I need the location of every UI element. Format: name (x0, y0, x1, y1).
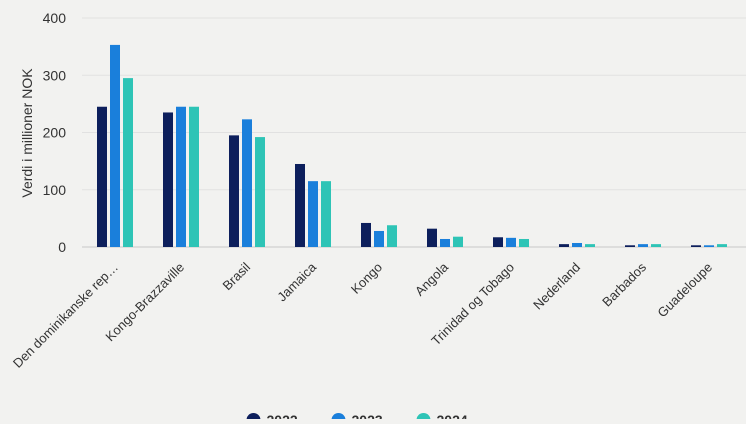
legend-label: 2023 (352, 412, 383, 419)
bar-2022 (163, 112, 173, 248)
bars (97, 44, 727, 248)
bar-2024 (123, 78, 133, 247)
x-category-label: Nederland (530, 260, 583, 313)
y-axis-title: Verdi i millioner NOK (19, 68, 35, 198)
bar-2023 (638, 244, 648, 247)
bar-2024 (189, 106, 199, 247)
y-tick-label: 300 (43, 67, 67, 83)
bar-2024 (519, 238, 529, 247)
y-axis-ticks: 0 100 200 300 400 (43, 10, 67, 255)
bar-2024 (321, 181, 331, 247)
bar-2022 (295, 163, 305, 247)
bar-2024 (585, 244, 595, 247)
y-tick-label: 200 (43, 125, 67, 141)
bar-2022 (97, 106, 107, 247)
bar-2022 (691, 245, 701, 247)
x-category-label: Barbados (599, 259, 649, 309)
bar-2022 (493, 237, 503, 247)
x-category-label: Jamaica (274, 259, 319, 304)
legend: 2022 2023 2024 (246, 412, 468, 424)
legend-marker (331, 413, 346, 424)
legend-label: 2022 (267, 412, 298, 419)
bar-2024 (453, 236, 463, 247)
bar-2022 (559, 244, 569, 247)
bar-2023 (242, 119, 252, 247)
bar-2023 (572, 242, 582, 247)
x-category-label: Brasil (220, 259, 254, 293)
bar-2023 (374, 230, 384, 247)
legend-label: 2024 (437, 412, 468, 419)
bar-2024 (651, 244, 661, 247)
y-tick-label: 400 (43, 10, 67, 26)
y-tick-label: 100 (43, 182, 67, 198)
bar-2022 (361, 222, 371, 247)
y-tick-label: 0 (58, 239, 66, 255)
x-category-label: Guadeloupe (654, 260, 715, 321)
bar-2024 (255, 137, 265, 247)
bar-2023 (110, 44, 120, 247)
bar-2024 (387, 225, 397, 247)
x-axis-category-labels: Den dominikanske rep…Kongo-Brazzaville Br… (10, 259, 715, 371)
legend-marker (416, 413, 431, 424)
bar-2022 (427, 228, 437, 247)
bar-2023 (704, 245, 714, 247)
bar-2022 (229, 135, 239, 247)
x-category-label: Angola (412, 259, 452, 299)
bar-2023 (176, 106, 186, 247)
bar-2023 (308, 181, 318, 247)
bar-2023 (506, 237, 516, 247)
legend-marker (246, 413, 261, 424)
bar-2023 (440, 238, 450, 247)
bar-2022 (625, 245, 635, 247)
x-category-label: Den dominikanske rep… (10, 260, 121, 371)
x-category-label: Kongo (348, 260, 385, 297)
bar-2024 (717, 244, 727, 247)
